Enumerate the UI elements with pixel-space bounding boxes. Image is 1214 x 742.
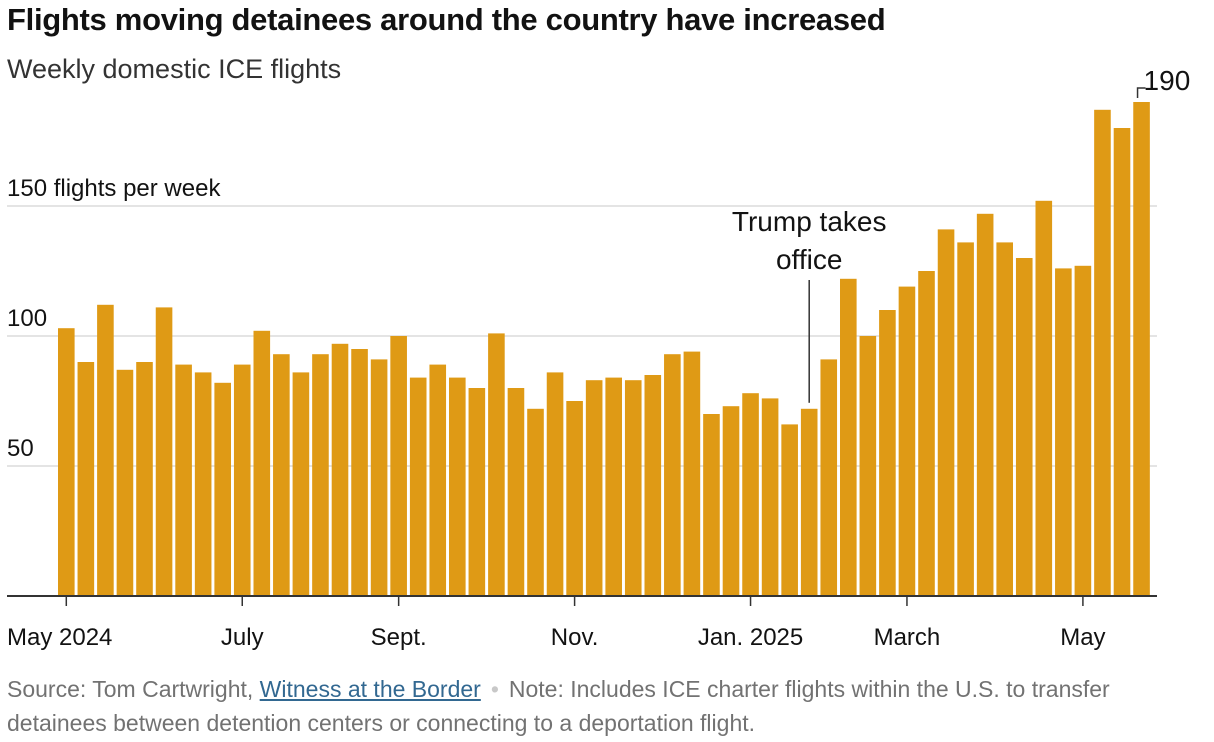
bar [97,304,114,596]
bar [116,369,134,596]
bar [585,380,603,596]
source-link[interactable]: Witness at the Border [259,676,481,702]
bar [1133,102,1150,596]
x-tick-label: July [221,624,264,651]
bar [761,398,779,596]
chart-subtitle: Weekly domestic ICE flights [7,54,342,84]
bar [507,388,525,596]
x-tick-label: Jan. 2025 [698,624,803,651]
bar [468,388,486,596]
y-tick-label: 100 [7,305,47,332]
annotation-text: office [776,244,842,275]
labels: 50 100 150 flights per week Trump takes offi… [7,65,1190,462]
bar [1035,200,1053,597]
bar [976,213,994,597]
bar [722,406,740,596]
bar [370,359,388,596]
chart-footer: Source: Tom Cartwright, Witness at the B… [7,672,1157,740]
annotation-text: Trump takes [732,206,887,237]
bar [898,286,916,596]
bar [194,372,212,596]
bar [918,271,935,596]
value-label: 190 [1144,65,1191,96]
bar [683,351,701,596]
bar [273,354,290,596]
x-tick-label: May [1060,624,1105,651]
bar [1094,109,1111,597]
bar [331,343,349,596]
bar [1113,128,1131,596]
bar [800,408,818,596]
bar [781,424,798,596]
y-tick-label: 50 [7,435,34,462]
bar [292,372,310,596]
bar [1055,268,1072,596]
bar [351,349,368,596]
x-tick-label: Sept. [371,624,427,651]
bar [312,354,329,596]
bar [253,330,271,596]
bar [566,401,583,596]
y-tick-label: 150 flights per week [7,175,221,202]
bar [644,375,662,596]
bar [859,336,877,596]
bar [742,393,759,596]
bar [429,364,447,596]
bar [155,307,173,596]
chart-title: Flights moving detainees around the coun… [7,2,886,37]
bar [58,328,75,596]
bar [605,377,622,596]
bar [957,242,974,596]
bar [1015,258,1033,596]
bar [527,408,544,596]
source-prefix: Source: Tom Cartwright, [7,676,254,702]
bar [840,278,857,596]
bar [175,364,192,596]
x-axis: May 2024 July Sept. Nov. Jan. 2025 March May [7,595,1157,651]
x-tick-label: May 2024 [7,624,112,651]
bar [546,372,564,596]
bar [703,414,720,596]
bar [996,242,1013,596]
bar [233,364,251,596]
bar [1074,265,1092,596]
x-tick-label: Nov. [551,624,599,651]
bar [77,362,95,596]
value-label-bracket [1136,87,1146,98]
bars [58,102,1150,597]
bar [449,377,466,596]
separator-dot: • [490,676,499,702]
bar [624,380,642,596]
bar [136,362,153,596]
bar [214,382,231,596]
bar [820,359,838,596]
source-note: Note: Includes ICE charter flights withi… [7,676,1110,736]
bar [390,336,407,596]
bar [488,333,505,596]
x-tick-label: March [874,624,941,651]
bar [937,229,955,596]
bar [409,377,427,596]
bar [879,310,896,596]
bar [664,354,681,596]
